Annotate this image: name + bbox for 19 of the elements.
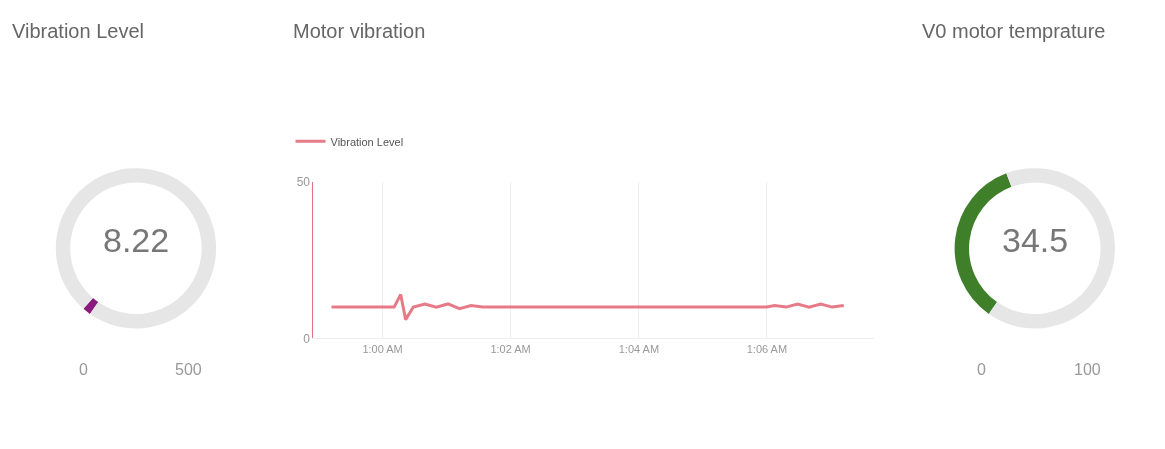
donut-slice — [55, 168, 217, 329]
x-tick-label: 1:02 AM — [490, 342, 531, 355]
text: 8.22 — [103, 221, 170, 259]
x-tick-label: 1:00 AM — [362, 342, 403, 355]
text: 34.5 — [1002, 221, 1069, 259]
line-series — [329, 293, 846, 322]
chart-title: V0 motor temprature — [922, 20, 1106, 42]
text: 100 — [1074, 361, 1101, 378]
x-tick-label: 1:06 AM — [746, 342, 788, 355]
x-tick-label: 1:04 AM — [618, 342, 660, 355]
chart-title: Vibration Level — [12, 20, 144, 42]
donut-slice — [83, 297, 99, 314]
y-tick-label: 50 — [296, 174, 311, 189]
text: 0 — [977, 361, 986, 378]
chart-title: Motor vibration — [293, 20, 426, 42]
donut-slice — [988, 168, 1115, 329]
text: 500 — [175, 361, 202, 378]
text: 0 — [79, 361, 88, 378]
legend-label: Vibration Level — [330, 135, 404, 148]
